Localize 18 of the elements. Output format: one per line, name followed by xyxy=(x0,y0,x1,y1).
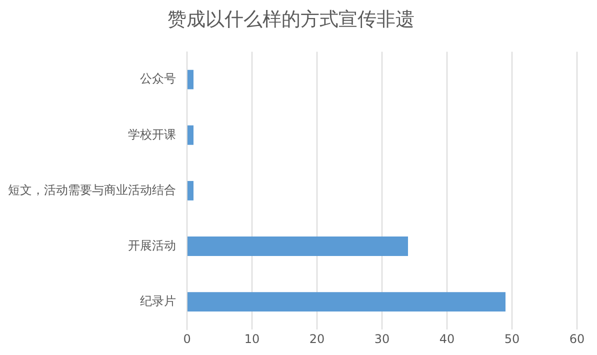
bar xyxy=(188,125,194,145)
x-tick-label: 10 xyxy=(244,332,260,346)
y-tick-label: 学校开课 xyxy=(128,127,176,142)
y-tick-label: 短文，活动需要与商业活动结合 xyxy=(8,182,176,197)
x-tick-label: 0 xyxy=(183,332,191,346)
x-tick-label: 50 xyxy=(504,332,520,346)
bar xyxy=(188,70,194,90)
x-tick-label: 60 xyxy=(569,332,585,346)
chart-title: 赞成以什么样的方式宣传非遗 xyxy=(168,8,414,30)
bar xyxy=(188,236,408,256)
x-tick-label: 40 xyxy=(439,332,455,346)
bar xyxy=(188,292,506,312)
y-tick-label: 开展活动 xyxy=(128,238,176,252)
y-tick-label: 公众号 xyxy=(140,72,176,86)
bar xyxy=(188,180,194,200)
y-tick-label: 纪录片 xyxy=(140,294,176,308)
x-tick-label: 30 xyxy=(374,332,390,346)
x-tick-label: 20 xyxy=(309,332,325,346)
